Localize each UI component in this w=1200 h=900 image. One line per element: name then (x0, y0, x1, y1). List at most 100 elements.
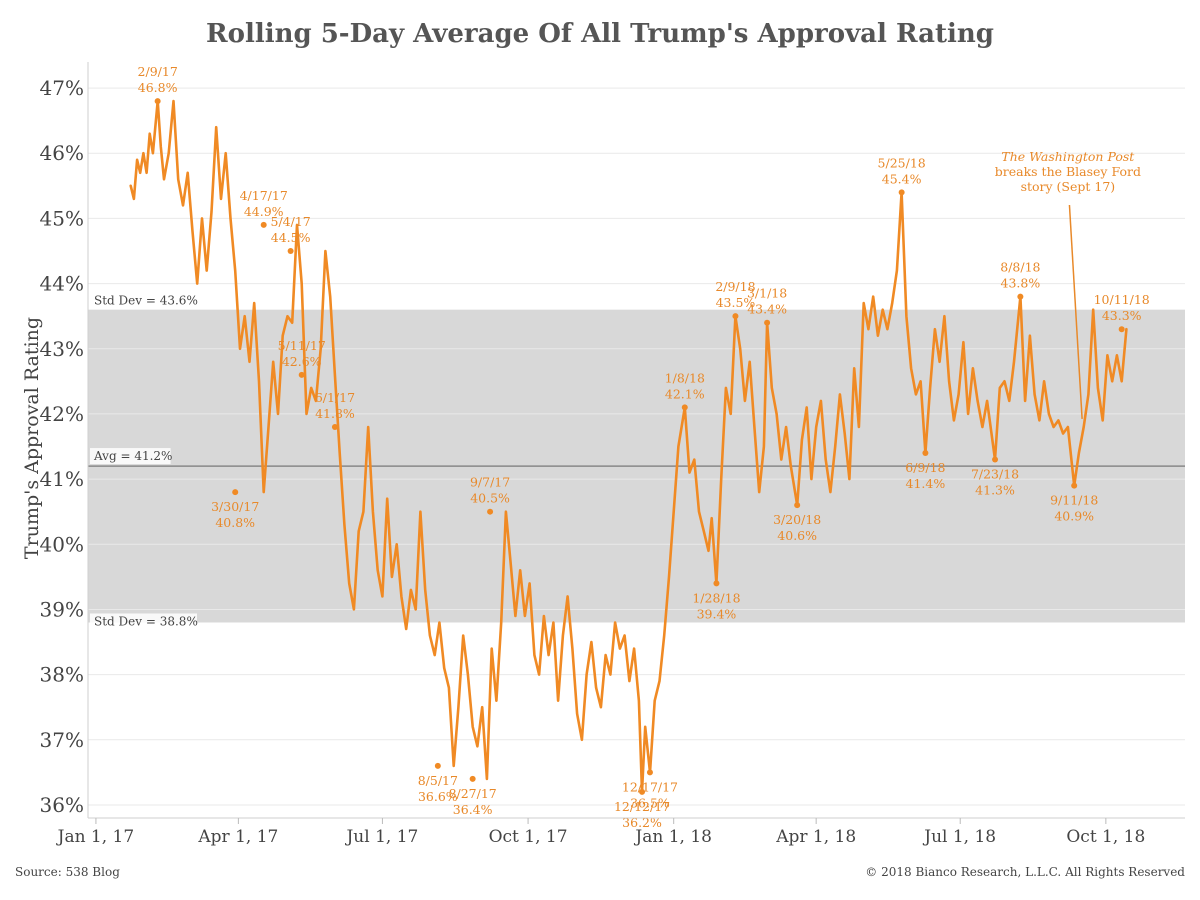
x-tick-label: Jul 1, 17 (344, 827, 418, 847)
annotation-date-label: 8/8/18 (1000, 260, 1040, 275)
annotation-value-label: 40.9% (1054, 509, 1094, 524)
annotation-marker (794, 502, 801, 509)
annotation-marker (469, 775, 476, 782)
annotation-marker (232, 489, 239, 496)
annotation-date-label: 6/9/18 (905, 460, 945, 475)
y-tick-label: 36% (40, 793, 84, 817)
x-tick-label: Jan 1, 17 (56, 827, 135, 847)
annotation-value-label: 45.4% (882, 171, 922, 186)
annotation-value-label: 43.5% (716, 295, 756, 310)
annotation-marker (898, 189, 905, 196)
std-dev-lower-label: Std Dev = 38.8% (94, 614, 198, 628)
annotation-value-label: 41.3% (975, 483, 1015, 498)
annotation-marker (1071, 482, 1078, 489)
annotation-marker (260, 221, 267, 228)
x-tick-label: Jan 1, 18 (633, 827, 712, 847)
y-tick-label: 42% (40, 402, 84, 426)
annotation-date-label: 5/25/18 (878, 155, 926, 170)
annotation-marker (298, 371, 305, 378)
annotation-marker (764, 319, 771, 326)
annotation-marker (646, 769, 653, 776)
y-axis-label: Trump's Approval Rating (21, 317, 43, 559)
annotation-marker (1118, 326, 1125, 333)
y-tick-label: 46% (40, 141, 84, 165)
annotation-value-label: 43.8% (1001, 276, 1041, 291)
y-tick-label: 44% (40, 272, 84, 296)
annotation-value-label: 36.2% (622, 815, 662, 830)
y-tick-label: 40% (40, 532, 84, 556)
annotation-date-label: 3/20/18 (773, 512, 821, 527)
std-dev-upper-label-bg (90, 292, 197, 309)
approval-series-line (129, 99, 1128, 794)
y-tick-label: 45% (40, 206, 84, 230)
y-tick-label: 41% (40, 467, 84, 491)
annotation-date-label: 12/12/17 (614, 799, 670, 814)
annotation-marker (681, 404, 688, 411)
annotation-date-label: 5/11/17 (278, 338, 326, 353)
x-tick-label: Oct 1, 17 (489, 827, 568, 847)
x-tick-label: Apr 1, 18 (775, 827, 856, 847)
std-dev-upper-label: Std Dev = 43.6% (94, 294, 198, 308)
std-dev-lower-label-bg (90, 613, 197, 630)
annotation-date-label: 8/27/17 (449, 786, 497, 801)
average-label-bg (90, 448, 171, 465)
annotation-date-label: 2/9/17 (138, 64, 178, 79)
annotation-date-label: 2/9/18 (715, 279, 755, 294)
annotation-value-label: 41.4% (906, 476, 946, 491)
annotation-value-label: 40.8% (215, 515, 255, 530)
chart-title: Rolling 5-Day Average Of All Trump's App… (206, 19, 994, 49)
annotation-date-label: 7/23/18 (971, 467, 1019, 482)
x-tick-label: Apr 1, 17 (197, 827, 278, 847)
annotation-date-label: 8/5/17 (418, 773, 458, 788)
annotation-marker (922, 450, 929, 457)
y-tick-label: 37% (40, 728, 84, 752)
callout-text-line: story (Sept 17) (1021, 179, 1116, 194)
annotation-value-label: 43.4% (747, 302, 787, 317)
y-tick-label: 39% (40, 597, 84, 621)
annotation-value-label: 42.1% (665, 386, 705, 401)
annotation-date-label: 9/7/17 (470, 475, 510, 490)
annotation-value-label: 36.4% (453, 802, 493, 817)
callout-text-line: The Washington Post (1001, 149, 1135, 164)
copyright-note: © 2018 Bianco Research, L.L.C. All Right… (865, 865, 1185, 879)
annotation-marker (434, 762, 441, 769)
annotation-value-label: 44.9% (244, 204, 284, 219)
y-tick-label: 38% (40, 663, 84, 687)
x-tick-label: Jul 1, 18 (922, 827, 996, 847)
annotation-date-label: 1/28/18 (692, 590, 740, 605)
annotation-marker (287, 248, 294, 254)
annotation-value-label: 43.3% (1102, 308, 1142, 323)
annotation-date-label: 3/1/18 (747, 286, 787, 301)
annotation-value-label: 36.6% (418, 789, 458, 804)
annotation-date-label: 4/17/17 (240, 188, 288, 203)
callout-pointer-line (1068, 204, 1083, 420)
annotation-marker (1017, 293, 1024, 300)
annotation-value-label: 40.6% (777, 528, 817, 543)
annotation-marker (732, 313, 739, 320)
source-note: Source: 538 Blog (15, 865, 120, 879)
y-tick-label: 47% (40, 76, 84, 100)
annotation-value-label: 41.8% (315, 406, 355, 421)
y-tick-label: 43% (40, 337, 84, 361)
annotation-marker (992, 456, 999, 463)
annotation-date-label: 1/8/18 (665, 370, 705, 385)
annotation-date-label: 9/11/18 (1050, 493, 1098, 508)
x-tick-label: Oct 1, 18 (1066, 827, 1145, 847)
annotation-date-label: 5/4/17 (271, 214, 311, 229)
average-label: Avg = 41.2% (93, 449, 172, 463)
annotation-value-label: 44.5% (271, 230, 311, 245)
annotation-value-label: 46.8% (138, 80, 178, 95)
annotation-date-label: 6/1/17 (315, 390, 355, 405)
annotation-value-label: 39.4% (697, 606, 737, 621)
annotation-value-label: 36.5% (630, 795, 670, 810)
annotation-date-label: 12/17/17 (622, 779, 678, 794)
annotation-value-label: 42.6% (282, 354, 322, 369)
annotation-marker (487, 508, 494, 515)
annotation-value-label: 40.5% (470, 491, 510, 506)
annotation-marker (639, 788, 646, 795)
callout-text-line: breaks the Blasey Ford (995, 164, 1141, 179)
annotation-marker (331, 423, 338, 430)
annotation-marker (713, 580, 720, 587)
annotation-date-label: 10/11/18 (1094, 292, 1150, 307)
